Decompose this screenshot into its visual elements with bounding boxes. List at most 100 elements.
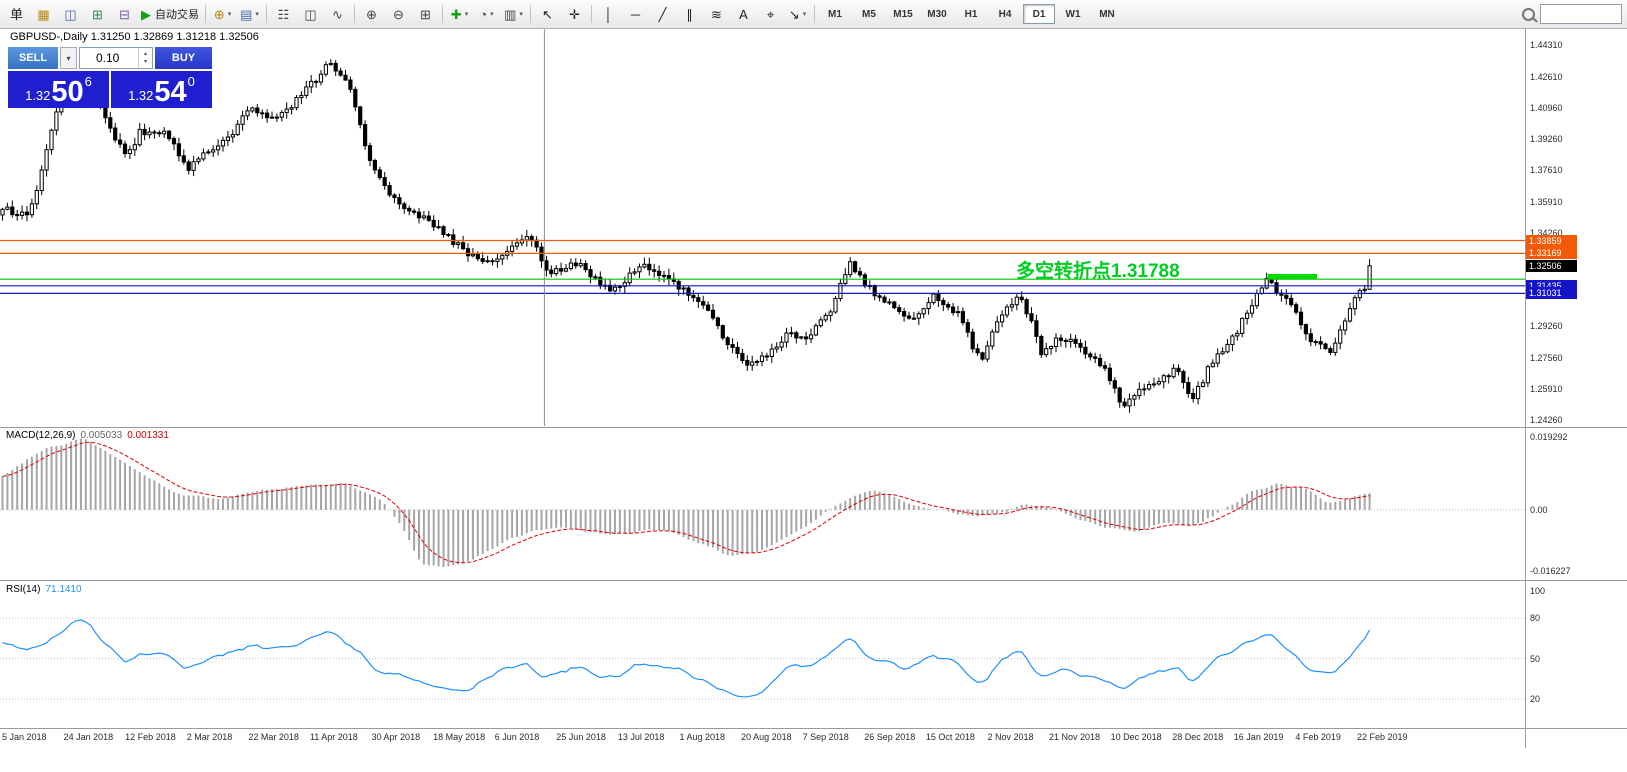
- rsi-name: RSI(14): [6, 584, 41, 595]
- line-chart-button[interactable]: ∿: [324, 2, 351, 26]
- macd-name: MACD(12,26,9): [6, 430, 76, 441]
- vertical-line-button[interactable]: │: [595, 2, 622, 26]
- toolbar-separator: [266, 5, 267, 23]
- terminal-button[interactable]: ⊟: [111, 2, 138, 26]
- caret-down-icon: ▾: [490, 11, 494, 18]
- caret-down-icon: ▾: [519, 11, 523, 18]
- volume-value: 0.10: [96, 51, 120, 65]
- toolbar-separator: [442, 5, 443, 23]
- arrows-icon: ↘: [788, 6, 800, 22]
- toolbar-separator: [354, 5, 355, 23]
- caret-down-icon: ▾: [255, 11, 259, 18]
- data-window-icon: ◫: [64, 6, 77, 22]
- buy-price-button[interactable]: 1.32 54 0: [111, 71, 212, 108]
- navigator-button[interactable]: ⊞: [84, 2, 111, 26]
- indicators-button[interactable]: ✚ ▾: [446, 2, 473, 26]
- zoom-out-button[interactable]: ⊖: [385, 2, 412, 26]
- profiles-button[interactable]: ▤ ▾: [236, 2, 263, 26]
- templates-icon: ▥: [504, 6, 517, 22]
- sell-price-button[interactable]: 1.32 50 6: [8, 71, 109, 108]
- equidistant-channel-icon: ∥: [686, 6, 693, 22]
- buy-price-pips: 54: [154, 76, 187, 109]
- line-chart-icon: ∿: [332, 6, 343, 22]
- periods-icon: ◔: [479, 6, 488, 22]
- label-icon: ⌖: [766, 6, 775, 22]
- horizontal-line-button[interactable]: ─: [622, 2, 649, 26]
- toolbar-separator: [814, 5, 815, 23]
- equidistant-channel-button[interactable]: ∥: [676, 2, 703, 26]
- top-toolbar: 单 ▦ ◫ ⊞ ⊟ ▶ 自动交易 ⊕ ▾ ▤ ▾ ☷ ◫ ∿ ⊕ ⊖ ⊞ ✚ ▾ ◔ ▾ ▥ ▾ ↖ ✛ │ ─ ╱ ∥ ≋ A ⌖ ↘ ▾ M1…: [0, 0, 1627, 29]
- bar-chart-icon: ☷: [277, 6, 290, 22]
- templates-button[interactable]: ▥ ▾: [500, 2, 527, 26]
- timeframe-mn[interactable]: MN: [1099, 8, 1115, 20]
- data-window-button[interactable]: ◫: [57, 2, 84, 26]
- timeframe-h4[interactable]: H4: [998, 8, 1012, 20]
- profiles-icon: ▤: [240, 6, 253, 22]
- timeframe-m5[interactable]: M5: [862, 8, 876, 20]
- tile-windows-button[interactable]: ⊞: [412, 2, 439, 26]
- volume-input[interactable]: 0.10 ▴ ▾: [79, 47, 153, 69]
- timeframe-group: M1 M5 M15 M30 H1 H4 D1 W1 MN: [818, 0, 1124, 28]
- trendline-icon: ╱: [658, 6, 667, 22]
- new-chart-icon: ⊕: [213, 6, 225, 22]
- timeframe-m1[interactable]: M1: [828, 8, 842, 20]
- buy-button[interactable]: BUY: [155, 47, 212, 69]
- buy-price-prefix: 1.32: [128, 88, 154, 103]
- bar-chart-button[interactable]: ☷: [270, 2, 297, 26]
- autotrading-button[interactable]: ▶ 自动交易: [138, 2, 202, 26]
- vertical-line-icon: │: [604, 6, 613, 22]
- toolbar-search: [1522, 4, 1622, 24]
- volume-spinner[interactable]: ▴ ▾: [138, 48, 152, 68]
- tile-windows-icon: ⊞: [420, 6, 431, 22]
- sell-button[interactable]: SELL: [8, 47, 58, 69]
- pivot-annotation: 多空转折点1.31788: [1016, 261, 1180, 282]
- sell-price-prefix: 1.32: [25, 88, 51, 103]
- fibonacci-icon: ≋: [711, 6, 722, 22]
- toolbar-separator: [530, 5, 531, 23]
- periods-button[interactable]: ◔ ▾: [473, 2, 500, 26]
- caret-down-icon: ▾: [802, 11, 807, 18]
- fibonacci-button[interactable]: ≋: [703, 2, 730, 26]
- timeframe-d1[interactable]: D1: [1023, 4, 1055, 24]
- zoom-in-icon: ⊕: [366, 6, 377, 22]
- indicators-icon: ✚: [450, 6, 462, 22]
- spinner-down-icon[interactable]: ▾: [143, 59, 147, 65]
- trendline-button[interactable]: ╱: [649, 2, 676, 26]
- arrows-button[interactable]: ↘ ▾: [784, 2, 811, 26]
- chart-symbol-label: GBPUSD-,Daily: [10, 31, 88, 43]
- candlestick-chart-icon: ◫: [304, 6, 317, 22]
- autotrading-icon: ▶: [141, 6, 151, 22]
- search-input[interactable]: [1540, 4, 1622, 24]
- market-watch-button[interactable]: ▦: [30, 2, 57, 26]
- timeframe-m15[interactable]: M15: [893, 8, 913, 20]
- horizontal-line-icon: ─: [630, 6, 641, 22]
- new-chart-button[interactable]: ⊕ ▾: [209, 2, 236, 26]
- trade-panel-controls: SELL ▾ 0.10 ▴ ▾ BUY: [8, 47, 212, 69]
- zoom-in-button[interactable]: ⊕: [358, 2, 385, 26]
- trade-options-dropdown[interactable]: ▾: [60, 47, 77, 69]
- candlestick-chart-button[interactable]: ◫: [297, 2, 324, 26]
- timeframe-h1[interactable]: H1: [964, 8, 978, 20]
- toolbar-icon-group: 单 ▦ ◫ ⊞ ⊟ ▶ 自动交易 ⊕ ▾ ▤ ▾ ☷ ◫ ∿ ⊕ ⊖ ⊞ ✚ ▾ ◔ ▾ ▥ ▾ ↖ ✛ │ ─ ╱ ∥ ≋ A ⌖ ↘ ▾: [3, 0, 818, 28]
- timeframe-m30[interactable]: M30: [927, 8, 947, 20]
- crosshair-button[interactable]: ✛: [561, 2, 588, 26]
- autotrading-button-label: 自动交易: [155, 9, 199, 21]
- chart-title: GBPUSD-,Daily 1.31250 1.32869 1.31218 1.…: [10, 31, 259, 43]
- macd-main-value: 0.005033: [80, 430, 123, 441]
- market-watch-icon: ▦: [37, 6, 50, 22]
- timeframe-w1[interactable]: W1: [1065, 8, 1081, 20]
- label-button[interactable]: ⌖: [757, 2, 784, 26]
- sell-price-point: 6: [84, 74, 92, 89]
- spinner-up-icon[interactable]: ▴: [143, 51, 147, 57]
- navigator-icon: ⊞: [92, 6, 103, 22]
- crosshair-icon: ✛: [569, 6, 580, 22]
- toolbar-separator: [205, 5, 206, 23]
- text-button[interactable]: A: [730, 2, 757, 26]
- cursor-button[interactable]: ↖: [534, 2, 561, 26]
- new-order-button[interactable]: 单: [3, 2, 30, 26]
- chart-ohlc-values: 1.31250 1.32869 1.31218 1.32506: [90, 31, 259, 43]
- macd-indicator-label: MACD(12,26,9) 0.005033 0.001331: [6, 430, 169, 441]
- text-icon: A: [739, 6, 748, 22]
- terminal-icon: ⊟: [119, 6, 130, 22]
